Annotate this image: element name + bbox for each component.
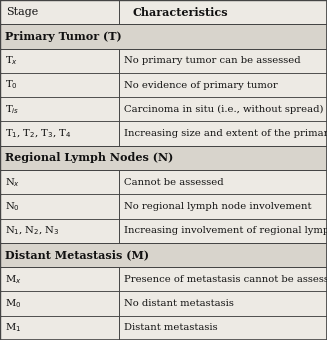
Bar <box>0 73 327 97</box>
Bar <box>0 170 327 194</box>
Text: Distant Metastasis (M): Distant Metastasis (M) <box>5 250 149 260</box>
Bar <box>0 243 327 267</box>
Bar <box>0 97 327 121</box>
Bar <box>0 194 327 219</box>
Text: M$_1$: M$_1$ <box>5 321 21 334</box>
Text: Increasing size and extent of the primary tumor: Increasing size and extent of the primar… <box>124 129 327 138</box>
Bar <box>0 267 327 291</box>
Text: Regional Lymph Nodes (N): Regional Lymph Nodes (N) <box>5 152 173 163</box>
Text: Carcinoma in situ (i.e., without spread): Carcinoma in situ (i.e., without spread) <box>124 105 324 114</box>
Text: T$_1$, T$_2$, T$_3$, T$_4$: T$_1$, T$_2$, T$_3$, T$_4$ <box>5 127 71 140</box>
Text: N$_x$: N$_x$ <box>5 176 20 189</box>
Text: N$_1$, N$_2$, N$_3$: N$_1$, N$_2$, N$_3$ <box>5 224 60 237</box>
Text: Cannot be assessed: Cannot be assessed <box>124 177 224 187</box>
Text: M$_0$: M$_0$ <box>5 297 21 310</box>
Bar <box>0 219 327 243</box>
Text: Characteristics: Characteristics <box>132 7 228 18</box>
Bar <box>0 0 327 24</box>
Text: T$_x$: T$_x$ <box>5 54 18 67</box>
Text: Stage: Stage <box>7 7 39 17</box>
Text: No evidence of primary tumor: No evidence of primary tumor <box>124 81 278 89</box>
Text: M$_x$: M$_x$ <box>5 273 22 286</box>
Bar <box>0 49 327 73</box>
Text: No distant metastasis: No distant metastasis <box>124 299 234 308</box>
Text: Presence of metastasis cannot be assessed: Presence of metastasis cannot be assesse… <box>124 275 327 284</box>
Text: No primary tumor can be assessed: No primary tumor can be assessed <box>124 56 301 65</box>
Text: N$_0$: N$_0$ <box>5 200 20 213</box>
Bar <box>0 146 327 170</box>
Bar <box>0 291 327 316</box>
Text: T$_{is}$: T$_{is}$ <box>5 103 19 116</box>
Text: Increasing involvement of regional lymph nodes: Increasing involvement of regional lymph… <box>124 226 327 235</box>
Bar <box>0 316 327 340</box>
Text: T$_0$: T$_0$ <box>5 79 18 91</box>
Text: No regional lymph node involvement: No regional lymph node involvement <box>124 202 312 211</box>
Text: Distant metastasis: Distant metastasis <box>124 323 218 333</box>
Bar <box>0 121 327 146</box>
Bar <box>0 24 327 49</box>
Text: Primary Tumor (T): Primary Tumor (T) <box>5 31 122 42</box>
